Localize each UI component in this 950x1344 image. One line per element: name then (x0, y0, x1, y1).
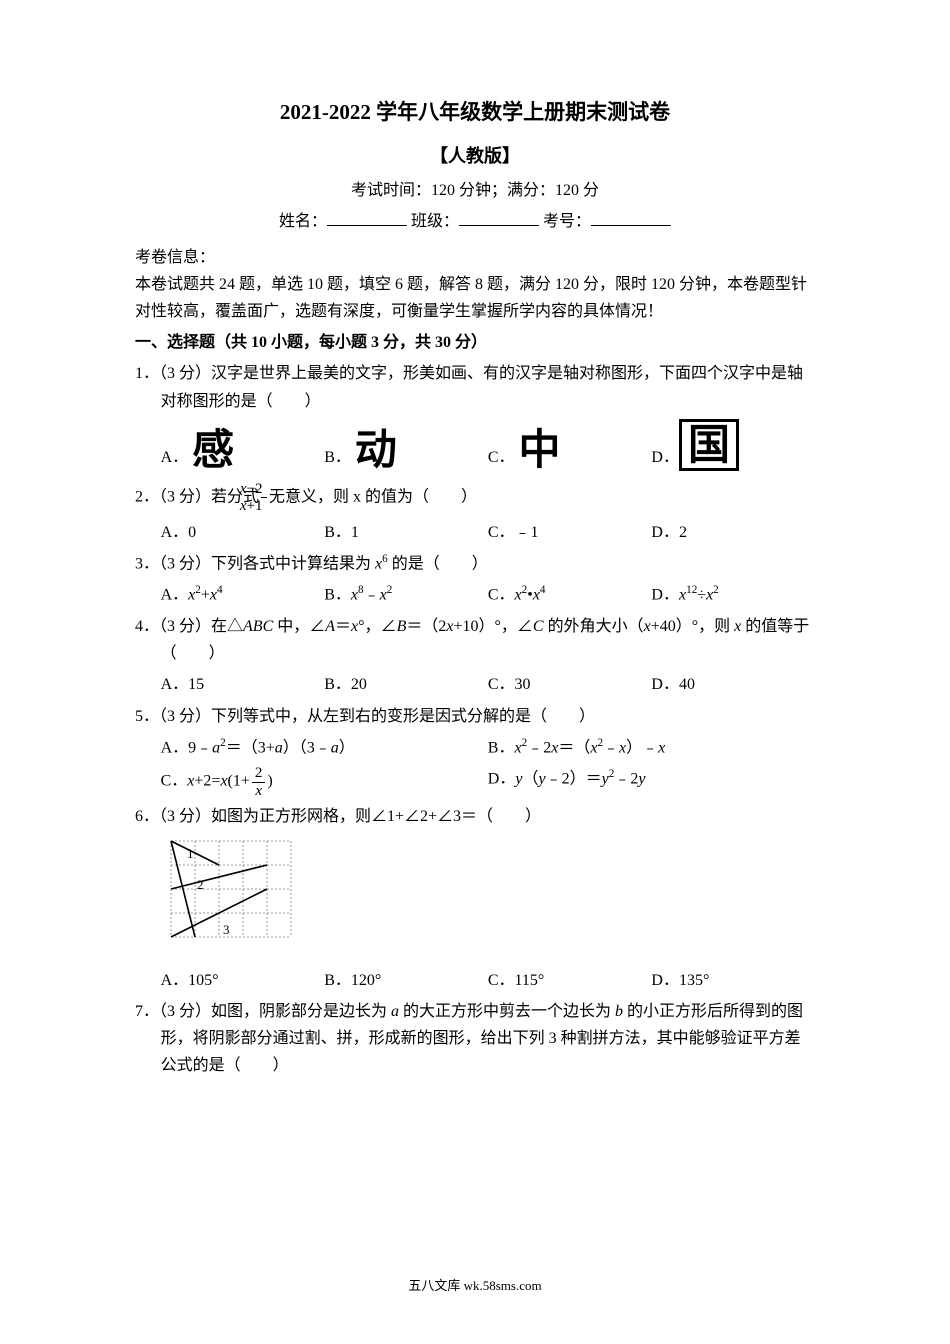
q3-options: A．x2+x4 B．x8﹣x2 C．x2•x4 D．x12÷x2 (135, 581, 815, 609)
fraction-icon: x−2x+1 (261, 481, 267, 515)
q6-stem: 6．（3 分）如图为正方形网格，则∠1+∠2+∠3＝（ ） (135, 803, 815, 830)
q4-options: A．15 B．20 C．30 D．40 (135, 671, 815, 698)
q1-C-label: C． (488, 444, 515, 471)
info-label: 考卷信息： (135, 244, 815, 271)
q3-C: C．x2•x4 (488, 581, 652, 609)
label-class: 班级： (411, 213, 459, 230)
q3-B: B．x8﹣x2 (324, 581, 488, 609)
char-gan: 感 (188, 429, 238, 471)
q1-options: A．感 B．动 C．中 D．国 (135, 419, 815, 471)
q6-A: A．105° (161, 967, 325, 994)
q4-B: B．20 (324, 671, 488, 698)
section1-head: 一、选择题（共 10 小题，每小题 3 分，共 30 分） (135, 329, 815, 356)
q6-figure: 1 2 3 (135, 836, 815, 960)
q4-A: A．15 (161, 671, 325, 698)
q1-D-label: D． (651, 444, 679, 471)
q1-A-label: A． (161, 444, 189, 471)
q5-C: C．x+2=x(1+2x) (161, 765, 488, 799)
label-id: 考号： (543, 213, 591, 230)
svg-text:2: 2 (197, 877, 204, 892)
q6-D: D．135° (651, 967, 815, 994)
student-blanks: 姓名： 班级： 考号： (135, 208, 815, 235)
q2-C: C．﹣1 (488, 519, 652, 546)
char-zhong: 中 (515, 429, 565, 471)
q4-D: D．40 (651, 671, 815, 698)
q1-B-label: B． (324, 444, 351, 471)
q2-stem: 2．（3 分）若分式x−2x+1无意义，则 x 的值为（ ） (135, 481, 815, 515)
q2-B: B．1 (324, 519, 488, 546)
char-dong: 动 (351, 429, 401, 471)
q2-A: A．0 (161, 519, 325, 546)
q3-D: D．x12÷x2 (651, 581, 815, 609)
q2-options: A．0 B．1 C．﹣1 D．2 (135, 519, 815, 546)
q5-A: A．9﹣a2＝（3+a）（3﹣a） (161, 734, 488, 762)
q2-D: D．2 (651, 519, 815, 546)
info-body: 本卷试题共 24 题，单选 10 题，填空 6 题，解答 8 题，满分 120 … (135, 271, 815, 325)
q2-post: 无意义，则 x 的值为（ ） (269, 488, 477, 505)
q6-options: A．105° B．120° C．115° D．135° (135, 967, 815, 994)
subtitle: 【人教版】 (135, 141, 815, 172)
page-title: 2021-2022 学年八年级数学上册期末测试卷 (135, 95, 815, 131)
q4-C: C．30 (488, 671, 652, 698)
q3-A: A．x2+x4 (161, 581, 325, 609)
q6-C: C．115° (488, 967, 652, 994)
q1-stem: 1．（3 分）汉字是世界上最美的文字，形美如画、有的汉字是轴对称图形，下面四个汉… (135, 360, 815, 414)
label-name: 姓名： (279, 213, 327, 230)
q3-stem: 3．（3 分）下列各式中计算结果为 x6 的是（ ） (135, 550, 815, 578)
char-guo: 国 (679, 419, 739, 471)
q5-options: A．9﹣a2＝（3+a）（3﹣a） B．x2﹣2x＝（x2﹣x）﹣x C．x+2… (135, 734, 815, 800)
svg-text:1: 1 (187, 846, 194, 861)
q5-D: D．y（y﹣2）＝y2﹣2y (488, 765, 815, 799)
q6-B: B．120° (324, 967, 488, 994)
q5-stem: 5．（3 分）下列等式中，从左到右的变形是因式分解的是（ ） (135, 703, 815, 730)
q5-B: B．x2﹣2x＝（x2﹣x）﹣x (488, 734, 815, 762)
q7-stem: 7．（3 分）如图，阴影部分是边长为 a 的大正方形中剪去一个边长为 b 的小正… (135, 998, 815, 1080)
svg-text:3: 3 (223, 922, 230, 937)
q4-stem: 4．（3 分）在△ABC 中，∠A＝x°，∠B＝（2x+10）°，∠C 的外角大… (135, 613, 815, 667)
footer: 五八文库 wk.58sms.com (0, 1275, 950, 1294)
exam-info: 考试时间：120 分钟；满分：120 分 (135, 177, 815, 204)
